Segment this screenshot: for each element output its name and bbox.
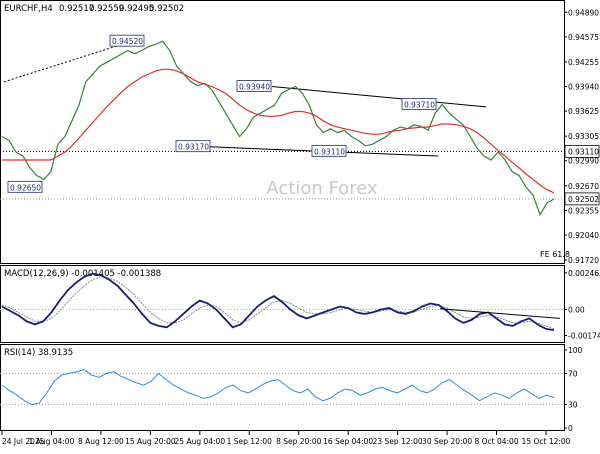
macd-ytick-label: -0.001745: [568, 331, 600, 340]
watermark: Action Forex: [266, 178, 378, 199]
trendline-upper-channel: [271, 86, 487, 108]
x-tick-label: 25 Aug 04:00: [175, 437, 226, 446]
price-value-close: 0.92502: [149, 4, 184, 14]
rsi-header: RSI(14) 38.9135: [4, 348, 73, 358]
price-ytick-label: 0.93625: [568, 107, 599, 116]
annotation-box: [7, 180, 43, 193]
annotation-label: 0.94520: [112, 37, 143, 46]
x-tick-label: 15 Aug 20:00: [125, 437, 176, 446]
x-tick-label: 16 Sep 04:00: [323, 437, 373, 446]
current-price-label-box: [564, 192, 600, 206]
annotation-box: [109, 34, 145, 47]
rsi-ytick-label: 30: [568, 401, 578, 410]
macd-ytick-label: 0.002463: [568, 269, 600, 278]
rsi-panel-frame: [0, 344, 565, 431]
macd-ytick-label: 0.00: [568, 305, 585, 314]
macd-panel-frame: [0, 265, 565, 343]
level-marker-label: 0.93110: [568, 147, 599, 156]
annotation-box: [401, 98, 437, 110]
macd-series: [1, 272, 555, 332]
annotation-box: [236, 80, 272, 92]
annotation-box: [311, 144, 347, 157]
x-tick-label: 23 Sep 12:00: [373, 437, 423, 446]
x-tick-label: 24 Jul 2025: [2, 437, 45, 446]
rsi-ytick-label: 0: [568, 424, 573, 433]
price-ytick-label: 0.94255: [568, 58, 599, 67]
fe-label: FE 61.8: [540, 250, 570, 259]
x-tick-label: 8 Aug 12:00: [78, 437, 124, 446]
x-tick-label: 15 Oct 12:00: [522, 437, 571, 446]
price-ytick-label: 0.92355: [568, 206, 599, 215]
current-price-label: 0.92502: [568, 195, 599, 204]
rsi-ytick-label: 100: [568, 346, 583, 355]
annotation-label: 0.93110: [314, 147, 345, 156]
price-symbol: EURCHF,H4: [4, 4, 53, 14]
price-ytick-label: 0.92670: [568, 182, 599, 191]
annotation-label: 0.93710: [404, 100, 435, 109]
price-ytick-label: 0.91720: [568, 256, 599, 265]
x-tick-label: 1 Aug 04:00: [29, 437, 75, 446]
annotation-label: 0.93940: [239, 82, 270, 91]
price-ytick-label: 0.92040: [568, 231, 599, 240]
moving-average-series: [2, 68, 555, 194]
x-tick-label: 30 Sep 20:00: [422, 437, 472, 446]
annotation-box: [175, 140, 211, 153]
price-value-high: 0.92559: [89, 4, 124, 14]
price-ytick-label: 0.93940: [568, 82, 599, 91]
macd-header: MACD(12,26,9) -0.001405 -0.001388: [4, 269, 161, 279]
macd-divergence-line: [439, 308, 561, 319]
price-ytick-label: 0.94890: [568, 8, 599, 17]
rsi-series: [1, 368, 555, 406]
price-ytick-label: 0.94575: [568, 33, 599, 42]
level-marker-label-box: [564, 144, 600, 158]
price-value-open: 0.92517: [59, 4, 94, 14]
x-tick-label: 8 Oct 04:00: [474, 437, 518, 446]
rsi-ytick-label: 70: [568, 369, 578, 378]
price-value-low: 0.92495: [119, 4, 154, 14]
macd-signal-series: [1, 276, 555, 330]
price-panel-frame: [0, 0, 565, 264]
annotation-label: 0.93170: [178, 143, 209, 152]
annotation-label: 0.92650: [10, 183, 41, 192]
price-ytick-label: 0.93305: [568, 132, 599, 141]
price-series: [1, 40, 555, 217]
x-tick-label: 1 Sep 12:00: [227, 437, 273, 446]
x-tick-label: 8 Sep 20:00: [276, 437, 322, 446]
price-ytick-label: 0.92990: [568, 157, 599, 166]
